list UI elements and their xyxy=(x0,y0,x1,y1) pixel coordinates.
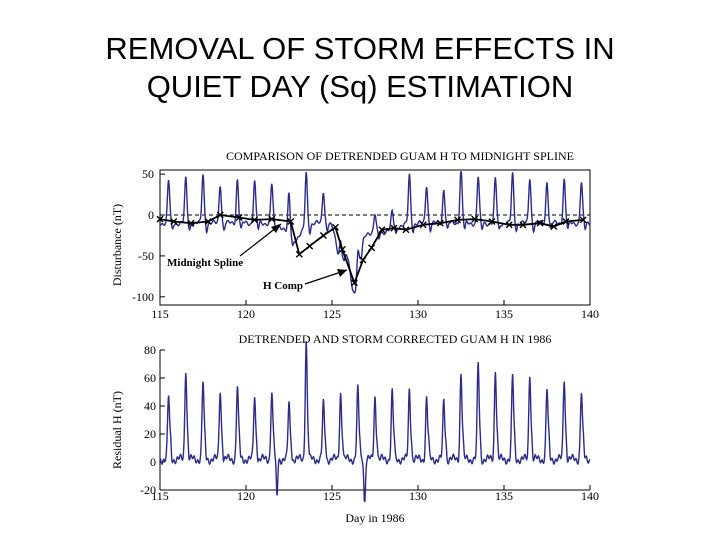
chart1-spline-point xyxy=(350,279,358,287)
chart1-spline-point xyxy=(436,219,444,227)
chart2-ytick-label: 60 xyxy=(144,371,156,385)
chart1-spline-point xyxy=(519,221,527,229)
slide-title-line-2: QUIET DAY (Sq) ESTIMATION xyxy=(146,69,574,104)
chart1-spline-point xyxy=(204,218,212,226)
chart1-annotation-h-comp: H Comp xyxy=(263,280,303,292)
chart1-xtick-label: 125 xyxy=(323,307,341,321)
chart1-spline-point xyxy=(338,245,346,253)
chart1-spline-point xyxy=(251,216,259,224)
chart1-spline-point xyxy=(505,221,513,229)
chart1-annotation-arrowhead-hcomp xyxy=(337,269,347,277)
chart1-xtick-label: 115 xyxy=(151,307,169,321)
chart1-spline-point xyxy=(216,211,224,219)
chart1-spline-point xyxy=(471,215,479,223)
chart2-xtick-label: 115 xyxy=(151,489,169,503)
chart1-title: COMPARISON OF DETRENDED GUAM H TO MIDNIG… xyxy=(226,149,574,163)
chart1-xtick-label: 120 xyxy=(237,307,255,321)
chart1-spline-point xyxy=(368,244,376,252)
chart2-xtick-label: 125 xyxy=(323,489,341,503)
chart1-spline-point xyxy=(579,216,587,224)
chart1-spline-point xyxy=(378,226,386,234)
chart1-spline-point xyxy=(156,215,164,223)
chart1-spline-point xyxy=(359,256,367,264)
chart-residual: DETRENDED AND STORM CORRECTED GUAM H IN … xyxy=(110,332,599,525)
chart2-series-residual-h xyxy=(159,341,591,503)
chart2-xlabel: Day in 1986 xyxy=(345,511,404,525)
chart1-spline-point xyxy=(187,219,195,227)
chart1-ytick-label: 50 xyxy=(142,167,154,181)
chart2-ytick-label: 20 xyxy=(144,427,156,441)
chart1-xtick-label: 140 xyxy=(581,307,599,321)
chart1-annotation-midnight-spline: Midnight Spline xyxy=(167,257,243,269)
slide-title-line-1: REMOVAL OF STORM EFFECTS IN xyxy=(105,31,615,66)
chart2-xtick-label: 140 xyxy=(581,489,599,503)
chart1-spline-point xyxy=(488,218,496,226)
chart1-ytick-label: 0 xyxy=(148,208,154,222)
chart1-spline-point xyxy=(562,218,570,226)
chart2-ytick-label: -20 xyxy=(140,483,156,497)
chart2-ytick-label: 40 xyxy=(144,399,156,413)
chart1-xtick-label: 135 xyxy=(495,307,513,321)
chart1-spline-point xyxy=(287,218,295,226)
chart1-spline-point xyxy=(454,216,462,224)
chart1-annotation-arrowhead-spline xyxy=(271,224,281,233)
chart1-ytick-label: -100 xyxy=(132,290,154,304)
chart1-spline-point xyxy=(390,224,398,232)
chart2-ytick-label: 80 xyxy=(144,343,156,357)
chart1-spline-point xyxy=(550,222,558,230)
chart1-spline-point xyxy=(536,219,544,227)
slide-title: REMOVAL OF STORM EFFECTS IN QUIET DAY (S… xyxy=(0,30,720,106)
chart1-xtick-label: 130 xyxy=(409,307,427,321)
chart1-spline-point xyxy=(295,250,303,258)
chart1-ylabel: Disturbance (nT) xyxy=(110,204,124,286)
chart-disturbance: COMPARISON OF DETRENDED GUAM H TO MIDNIG… xyxy=(110,149,599,321)
chart2-xtick-label: 130 xyxy=(409,489,427,503)
chart1-spline-point xyxy=(306,242,314,250)
chart1-spline-point xyxy=(235,213,243,221)
chart1-spline-point xyxy=(319,231,327,239)
chart2-title: DETRENDED AND STORM CORRECTED GUAM H IN … xyxy=(239,332,552,346)
chart1-series-h-comp xyxy=(159,171,591,294)
chart1-spline-point xyxy=(268,215,276,223)
chart1-spline-point xyxy=(331,223,339,231)
chart1-ytick-label: -50 xyxy=(138,249,154,263)
chart1-plot-frame xyxy=(159,169,591,306)
chart2-ylabel: Residual H (nT) xyxy=(110,391,124,469)
chart2-xtick-label: 135 xyxy=(495,489,513,503)
chart1-spline-point xyxy=(170,218,178,226)
chart2-xtick-label: 120 xyxy=(237,489,255,503)
chart2-ytick-label: 0 xyxy=(150,455,156,469)
chart1-spline-point xyxy=(402,226,410,234)
chart1-spline-point xyxy=(419,221,427,229)
